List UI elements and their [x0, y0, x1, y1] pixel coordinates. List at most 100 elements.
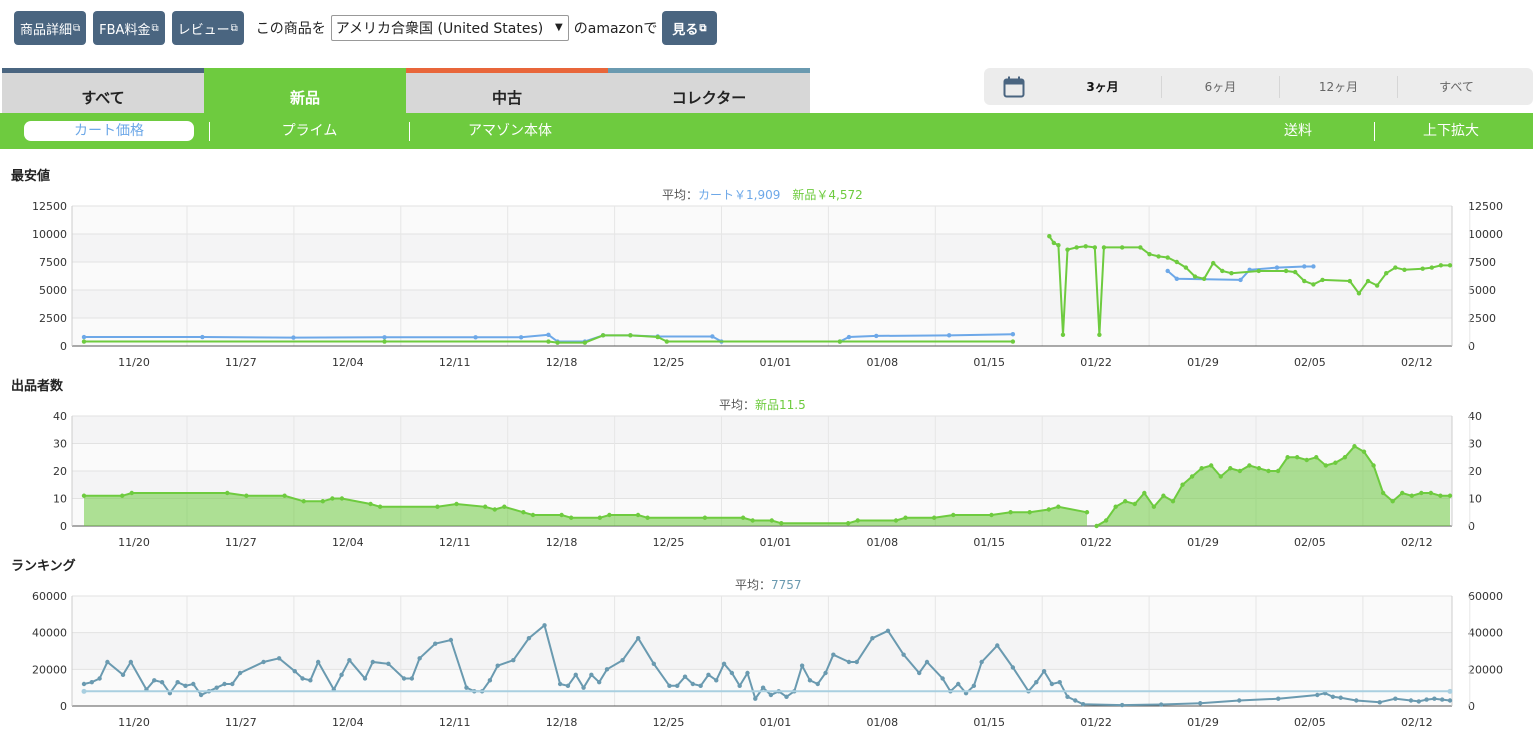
- data-point: [435, 504, 440, 509]
- data-point: [1208, 463, 1214, 468]
- x-tick-label: 01/22: [1080, 536, 1112, 549]
- data-point: [320, 499, 326, 504]
- chart-band: [72, 262, 1452, 290]
- y-tick-label-right: 0: [1468, 340, 1475, 353]
- data-point: [1380, 490, 1386, 496]
- marketplace-select[interactable]: アメリカ合衆国 (United States) ▼: [330, 15, 569, 41]
- data-point: [97, 676, 102, 681]
- data-point: [1352, 444, 1357, 449]
- data-point: [230, 681, 235, 687]
- x-tick-label: 01/15: [973, 536, 1005, 549]
- range-6-months[interactable]: 6ヶ月: [1162, 75, 1280, 98]
- data-point: [831, 652, 836, 657]
- avg-new-value: 新品￥4,572: [792, 188, 863, 202]
- tab-collector-label: コレクター: [671, 89, 747, 107]
- data-point: [667, 683, 672, 689]
- chart-band: [72, 206, 1452, 234]
- data-point: [518, 335, 524, 340]
- data-point: [362, 676, 368, 681]
- x-tick-label: 12/11: [439, 536, 471, 549]
- data-point: [1408, 698, 1414, 703]
- subtab-cart-price[interactable]: カート価格: [24, 121, 194, 141]
- range-3-months[interactable]: 3ヶ月: [1044, 75, 1162, 98]
- subtab-shipping[interactable]: 送料: [1284, 123, 1312, 139]
- y-tick-label-left: 0: [60, 700, 67, 713]
- data-point: [729, 670, 735, 676]
- subtab-prime[interactable]: プライム: [281, 123, 338, 139]
- data-point: [581, 685, 586, 690]
- review-button[interactable]: レビュー ⧉: [171, 11, 244, 45]
- data-point: [1283, 268, 1289, 274]
- data-point: [1041, 668, 1047, 674]
- x-tick-label: 02/05: [1294, 356, 1326, 369]
- data-point: [495, 663, 500, 668]
- x-tick-label: 01/08: [866, 536, 898, 549]
- data-point: [855, 518, 860, 523]
- data-point: [721, 661, 727, 667]
- data-point: [546, 339, 551, 344]
- data-point: [1409, 493, 1414, 498]
- divider: [209, 122, 210, 141]
- data-point: [799, 663, 805, 668]
- calendar-icon[interactable]: [984, 68, 1044, 105]
- range-all[interactable]: すべて: [1439, 79, 1474, 94]
- data-point: [1237, 468, 1243, 474]
- sellers-chart: 0 0 10 10 20 20 30 30 40 40 11/20 11/27 12/04 12/11 12…: [53, 410, 1482, 549]
- tab-new[interactable]: 新品: [204, 68, 406, 114]
- tab-all[interactable]: すべて: [2, 68, 204, 114]
- data-point: [120, 493, 125, 498]
- product-detail-button[interactable]: 商品詳細 ⧉: [14, 11, 87, 45]
- y-tick-label-left: 60000: [32, 590, 67, 603]
- data-point: [1247, 463, 1252, 468]
- data-point: [956, 681, 961, 687]
- data-point: [1304, 457, 1309, 463]
- fba-fee-button[interactable]: FBA料金 ⧉: [93, 11, 165, 45]
- data-point: [779, 521, 784, 526]
- data-point: [1073, 698, 1078, 703]
- data-point: [339, 496, 345, 501]
- data-point: [1056, 504, 1061, 509]
- x-tick-label: 01/22: [1080, 716, 1112, 729]
- data-point: [1158, 702, 1164, 707]
- data-point: [557, 681, 563, 687]
- data-point: [276, 656, 282, 661]
- data-point: [292, 668, 297, 674]
- data-point: [175, 679, 180, 685]
- data-point: [386, 661, 391, 667]
- y-tick-label-left: 20000: [32, 663, 67, 676]
- range-12-months[interactable]: 12ヶ月: [1280, 75, 1398, 98]
- data-point: [1276, 696, 1281, 701]
- view-button[interactable]: 見る ⧉: [662, 11, 717, 45]
- y-tick-label-right: 20: [1468, 465, 1482, 478]
- data-point: [377, 504, 383, 509]
- data-point: [1438, 493, 1443, 498]
- x-tick-label: 01/29: [1187, 356, 1219, 369]
- data-point: [573, 672, 578, 678]
- x-tick-label: 01/08: [866, 356, 898, 369]
- data-point: [1010, 339, 1016, 344]
- tab-collector[interactable]: コレクター: [608, 68, 810, 114]
- data-point: [815, 681, 820, 687]
- data-point: [1342, 455, 1348, 460]
- data-point: [511, 657, 516, 663]
- data-point: [596, 679, 602, 685]
- subtab-amazon[interactable]: アマゾン本体: [468, 123, 552, 139]
- data-point: [1080, 701, 1086, 707]
- data-point: [382, 335, 387, 340]
- data-point: [1189, 474, 1195, 479]
- data-point: [1010, 665, 1016, 670]
- data-point: [682, 674, 688, 679]
- y-tick-label-right: 60000: [1468, 590, 1503, 603]
- avg-cart-value: カート￥1,909: [698, 188, 781, 202]
- series-area: [1096, 446, 1450, 526]
- data-point: [1285, 455, 1290, 460]
- tab-used[interactable]: 中古: [406, 68, 608, 114]
- data-point: [989, 512, 994, 518]
- data-point: [198, 692, 204, 698]
- data-point: [409, 676, 415, 681]
- subtab-vertical-zoom[interactable]: 上下拡大: [1423, 123, 1479, 139]
- data-point: [1192, 274, 1198, 279]
- x-tick-label: 12/18: [546, 356, 578, 369]
- data-point: [1097, 332, 1102, 337]
- data-point: [1218, 474, 1223, 479]
